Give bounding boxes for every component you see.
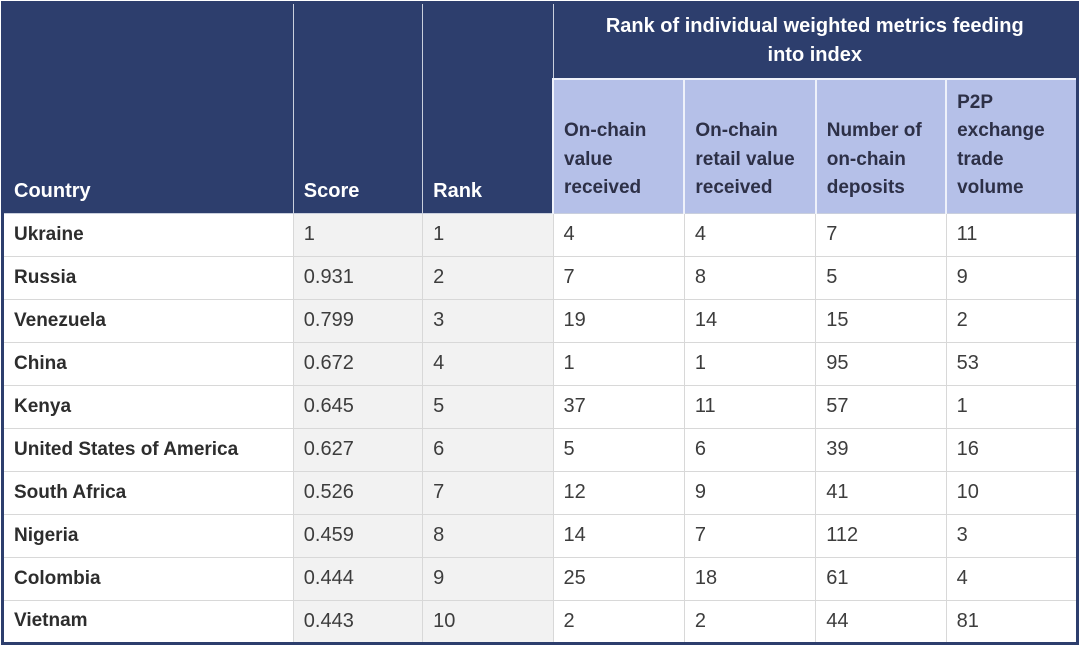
table-row: Vietnam 0.443 10 2 2 44 81 (2, 599, 1079, 645)
cell-p2p-exchange-trade-volume: 4 (945, 556, 1079, 601)
cell-country: Kenya (2, 384, 294, 429)
cell-onchain-retail-value-received: 2 (683, 599, 817, 645)
cell-p2p-exchange-trade-volume: 16 (945, 427, 1079, 472)
cell-score: 0.672 (292, 341, 424, 386)
cell-country: Ukraine (2, 212, 294, 257)
cell-onchain-value-received: 37 (552, 384, 685, 429)
cell-country: Colombia (2, 556, 294, 601)
table-row: China 0.672 4 1 1 95 53 (2, 341, 1079, 386)
cell-p2p-exchange-trade-volume: 9 (945, 255, 1079, 300)
cell-p2p-exchange-trade-volume: 2 (945, 298, 1079, 343)
cell-onchain-retail-value-received: 6 (683, 427, 817, 472)
table-row: Ukraine 1 1 4 4 7 11 (2, 212, 1079, 257)
cell-p2p-exchange-trade-volume: 10 (945, 470, 1079, 515)
cell-score: 0.931 (292, 255, 424, 300)
cell-onchain-retail-value-received: 11 (683, 384, 817, 429)
cell-score: 1 (292, 212, 424, 257)
cell-onchain-value-received: 14 (552, 513, 685, 558)
cell-rank: 9 (422, 556, 554, 601)
column-header-p2p-exchange-trade-volume: P2P exchange trade volume (945, 78, 1079, 214)
cell-country: Nigeria (2, 513, 294, 558)
cell-p2p-exchange-trade-volume: 81 (945, 599, 1079, 645)
cell-score: 0.627 (292, 427, 424, 472)
cell-onchain-retail-value-received: 18 (683, 556, 817, 601)
cell-onchain-retail-value-received: 9 (683, 470, 817, 515)
cell-country: South Africa (2, 470, 294, 515)
table-row: Kenya 0.645 5 37 11 57 1 (2, 384, 1079, 429)
cell-country: United States of America (2, 427, 294, 472)
table-body: Ukraine 1 1 4 4 7 11 Russia 0.931 2 7 8 … (2, 212, 1079, 645)
header-row-metrics: On-chain value received On-chain retail … (3, 78, 1079, 214)
cell-rank: 10 (422, 599, 554, 645)
table-row: South Africa 0.526 7 12 9 41 10 (2, 470, 1079, 515)
column-header-country: Country (2, 2, 294, 214)
cell-number-onchain-deposits: 39 (815, 427, 947, 472)
cell-country: Russia (2, 255, 294, 300)
cell-number-onchain-deposits: 44 (815, 599, 947, 645)
cell-number-onchain-deposits: 15 (815, 298, 947, 343)
cell-onchain-value-received: 12 (552, 470, 685, 515)
cell-score: 0.799 (292, 298, 424, 343)
column-header-onchain-value-received: On-chain value received (551, 78, 686, 214)
cell-number-onchain-deposits: 112 (815, 513, 947, 558)
cell-score: 0.645 (292, 384, 424, 429)
metrics-group-header: Rank of individual weighted metrics feed… (552, 2, 1078, 80)
cell-country: Vietnam (2, 599, 294, 645)
cell-number-onchain-deposits: 61 (815, 556, 947, 601)
table-row: Russia 0.931 2 7 8 5 9 (2, 255, 1079, 300)
cell-number-onchain-deposits: 95 (815, 341, 947, 386)
table-row: Venezuela 0.799 3 19 14 15 2 (2, 298, 1079, 343)
cell-onchain-value-received: 25 (552, 556, 685, 601)
cell-rank: 8 (422, 513, 554, 558)
cell-rank: 4 (422, 341, 554, 386)
column-header-number-onchain-deposits: Number of on-chain deposits (814, 78, 948, 214)
cell-onchain-retail-value-received: 1 (683, 341, 817, 386)
cell-rank: 5 (422, 384, 554, 429)
header-row-top: Country Score Rank Rank of individual we… (2, 2, 1078, 214)
cell-p2p-exchange-trade-volume: 1 (945, 384, 1079, 429)
cell-score: 0.444 (292, 556, 424, 601)
cell-onchain-retail-value-received: 14 (683, 298, 817, 343)
table-header: Country Score Rank Rank of individual we… (2, 2, 1079, 214)
cell-score: 0.459 (292, 513, 424, 558)
cell-onchain-value-received: 19 (552, 298, 685, 343)
cell-onchain-value-received: 2 (552, 599, 685, 645)
cell-number-onchain-deposits: 5 (815, 255, 947, 300)
cell-rank: 2 (422, 255, 554, 300)
table-row: Colombia 0.444 9 25 18 61 4 (2, 556, 1079, 601)
column-header-onchain-retail-value-received: On-chain retail value received (683, 78, 817, 214)
cell-onchain-retail-value-received: 4 (683, 212, 817, 257)
cell-score: 0.526 (292, 470, 424, 515)
cell-rank: 6 (422, 427, 554, 472)
cell-onchain-retail-value-received: 8 (683, 255, 817, 300)
column-header-score: Score (292, 2, 424, 214)
cell-number-onchain-deposits: 41 (815, 470, 947, 515)
cell-rank: 1 (422, 212, 554, 257)
cell-number-onchain-deposits: 57 (815, 384, 947, 429)
column-header-rank: Rank (422, 2, 554, 214)
cell-onchain-value-received: 1 (552, 341, 685, 386)
cell-p2p-exchange-trade-volume: 53 (945, 341, 1079, 386)
cell-onchain-value-received: 5 (552, 427, 685, 472)
cell-p2p-exchange-trade-volume: 3 (945, 513, 1079, 558)
cell-country: Venezuela (2, 298, 294, 343)
cell-onchain-retail-value-received: 7 (683, 513, 817, 558)
cell-onchain-value-received: 4 (552, 212, 685, 257)
cell-rank: 3 (422, 298, 554, 343)
cell-p2p-exchange-trade-volume: 11 (945, 212, 1079, 257)
cell-rank: 7 (422, 470, 554, 515)
table-row: Nigeria 0.459 8 14 7 112 3 (2, 513, 1079, 558)
cell-score: 0.443 (292, 599, 424, 645)
table-row: United States of America 0.627 6 5 6 39 … (2, 427, 1079, 472)
cell-number-onchain-deposits: 7 (815, 212, 947, 257)
cell-country: China (2, 341, 294, 386)
cell-onchain-value-received: 7 (552, 255, 685, 300)
